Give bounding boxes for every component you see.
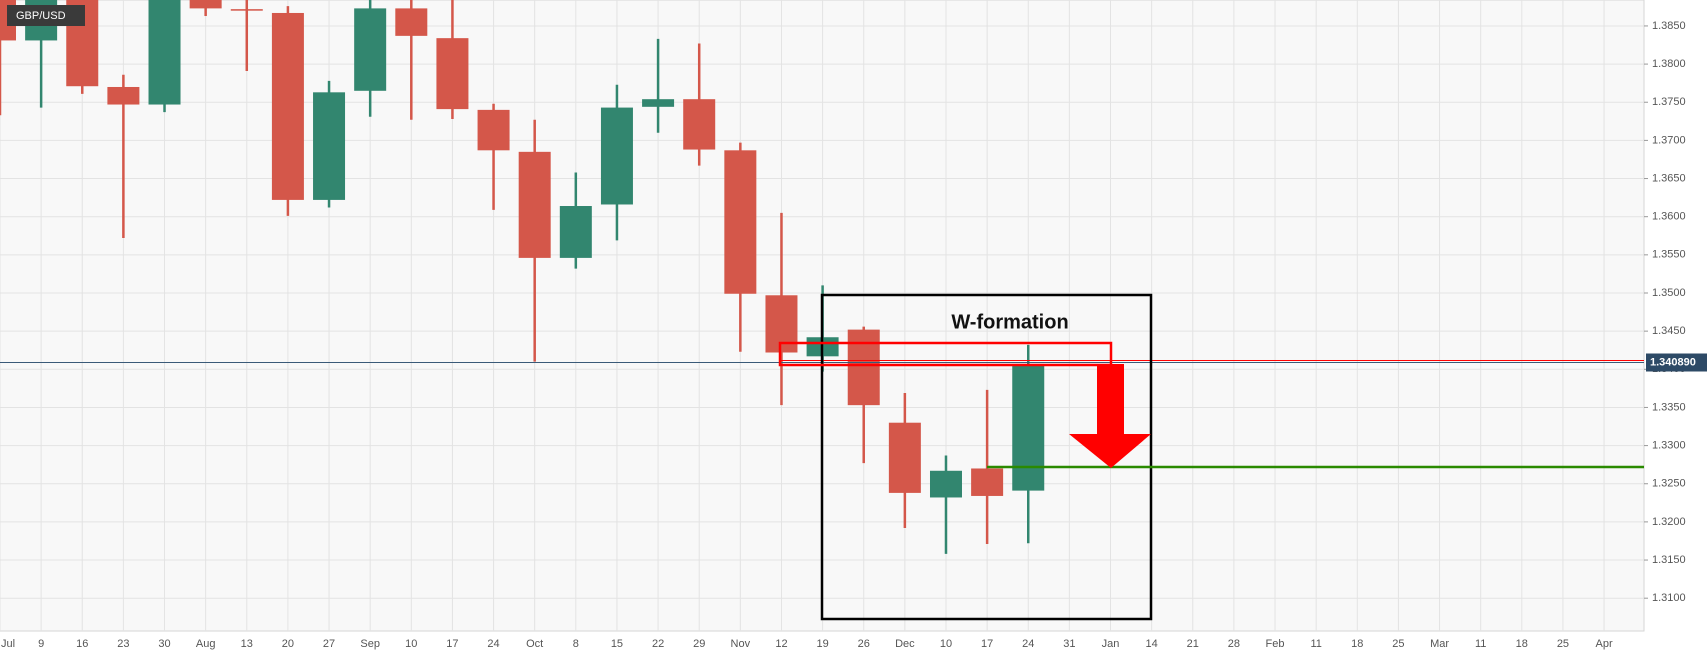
y-tick-label: 1.3250: [1652, 478, 1686, 490]
x-tick-label: 27: [323, 638, 335, 650]
candle-body: [1012, 363, 1045, 491]
candle-body: [683, 99, 716, 150]
y-tick-label: 1.3450: [1652, 325, 1686, 337]
neckline-box: [778, 341, 1113, 367]
x-tick-label: Dec: [895, 638, 915, 650]
candle-body: [271, 12, 304, 200]
candle-body: [971, 468, 1004, 496]
x-tick-label: 11: [1475, 638, 1486, 650]
x-tick-label: Apr: [1596, 638, 1613, 650]
x-tick-label: Feb: [1266, 638, 1285, 650]
y-tick-label: 1.3850: [1652, 20, 1686, 32]
x-tick-label: 13: [241, 638, 253, 650]
candle-body: [929, 470, 962, 498]
last-price-badge: [1646, 353, 1707, 372]
x-tick-label: 25: [1557, 638, 1569, 650]
x-tick-label: 12: [775, 638, 787, 650]
x-tick-label: 9: [38, 638, 44, 650]
candle-body: [559, 206, 592, 258]
candle-body: [888, 422, 921, 493]
x-tick-label: 18: [1516, 638, 1528, 650]
candle-body: [847, 329, 880, 406]
candle-body: [642, 99, 675, 107]
x-tick-label: 29: [693, 638, 705, 650]
x-tick-label: 21: [1187, 638, 1199, 650]
x-tick-label: 20: [282, 638, 294, 650]
y-tick-label: 1.3200: [1652, 516, 1686, 528]
candle-body: [107, 86, 140, 105]
down-arrow: [1069, 364, 1151, 468]
candle-body: [600, 107, 633, 205]
pattern-box: [820, 293, 1153, 621]
x-tick-label: 19: [816, 638, 828, 650]
x-tick-label: 24: [487, 638, 499, 650]
x-tick-label: 24: [1022, 638, 1034, 650]
candle-body: [395, 8, 428, 36]
x-tick-label: 18: [1351, 638, 1363, 650]
annotation-text: W-formation: [951, 311, 1068, 333]
x-tick-label: 11: [1310, 638, 1321, 650]
x-tick-label: 25: [1392, 638, 1404, 650]
x-tick-label: Oct: [526, 638, 543, 650]
x-tick-label: 30: [158, 638, 170, 650]
y-tick-label: 1.3800: [1652, 58, 1686, 70]
candle-body: [189, 0, 222, 9]
y-tick-label: 1.3100: [1652, 592, 1686, 604]
candle-body: [148, 0, 181, 105]
x-tick-label: 23: [117, 638, 129, 650]
y-tick-label: 1.3550: [1652, 249, 1686, 261]
chart-title: GBP/USD: [16, 10, 66, 22]
x-tick-label: Mar: [1430, 638, 1449, 650]
candle-body: [354, 8, 387, 91]
symbol-badge: [7, 5, 85, 26]
candle-body: [313, 92, 346, 200]
x-tick-label: 17: [981, 638, 993, 650]
x-tick-label: 15: [611, 638, 623, 650]
last-price-label: 1.340890: [1650, 356, 1696, 368]
x-tick-label: 10: [405, 638, 417, 650]
candle-body: [230, 9, 263, 11]
x-tick-label: 22: [652, 638, 664, 650]
x-tick-label: Nov: [731, 638, 751, 650]
x-tick-label: Sep: [360, 638, 380, 650]
y-tick-label: 1.3150: [1652, 554, 1686, 566]
x-tick-label: 28: [1228, 638, 1240, 650]
y-tick-label: 1.3700: [1652, 134, 1686, 146]
x-tick-label: 17: [446, 638, 458, 650]
y-tick-label: 1.3750: [1652, 96, 1686, 108]
candle-body: [518, 151, 551, 258]
x-tick-label: Jul: [1, 638, 15, 650]
x-tick-label: 10: [940, 638, 952, 650]
x-tick-label: 16: [76, 638, 88, 650]
y-tick-label: 1.3600: [1652, 211, 1686, 223]
x-tick-label: Jan: [1102, 638, 1120, 650]
x-tick-label: 8: [573, 638, 579, 650]
x-tick-label: 31: [1063, 638, 1075, 650]
candle-body: [436, 38, 469, 110]
y-tick-label: 1.3650: [1652, 172, 1686, 184]
candle-body: [477, 109, 510, 151]
y-tick-label: 1.3300: [1652, 439, 1686, 451]
x-tick-label: Aug: [196, 638, 216, 650]
x-tick-label: 26: [858, 638, 870, 650]
annotations: W-formation: [778, 293, 1644, 621]
x-tick-label: 14: [1146, 638, 1158, 650]
y-tick-label: 1.3350: [1652, 401, 1686, 413]
candle-body: [724, 150, 757, 294]
y-tick-label: 1.3500: [1652, 287, 1686, 299]
